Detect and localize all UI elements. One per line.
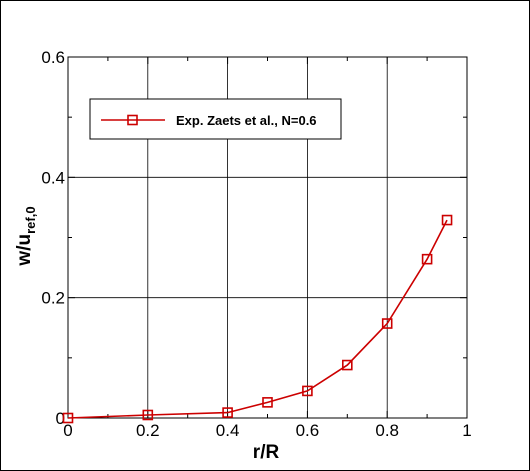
- x-tick-label: 0.4: [216, 421, 240, 440]
- data-point-marker: [341, 359, 353, 371]
- legend-box: [89, 98, 342, 140]
- data-point-marker: [421, 253, 433, 265]
- x-tick-label: 0: [63, 421, 72, 440]
- data-point-marker: [142, 409, 154, 421]
- y-axis-title: w/uref,0: [14, 206, 38, 266]
- legend-label: Exp. Zaets et al., N=0.6: [176, 113, 317, 128]
- data-point-marker: [262, 397, 273, 408]
- y-tick-label: 0.2: [41, 289, 65, 308]
- data-point-marker: [302, 385, 313, 397]
- axis-ticks: 0 0.2 0.4 0.6 0.8 1 0 0.2 0.4 0.6: [41, 48, 471, 440]
- series-layer: [62, 214, 453, 424]
- series-line: [67, 219, 448, 419]
- x-tick-label: 0.6: [296, 421, 320, 440]
- x-axis-title: r/R: [253, 442, 280, 463]
- x-tick-label: 0.8: [375, 421, 399, 440]
- y-axis-title-main: w/u: [14, 234, 35, 267]
- y-tick-label: 0.6: [41, 48, 65, 67]
- y-tick-label: 0: [56, 409, 65, 428]
- legend: Exp. Zaets et al., N=0.6: [89, 98, 342, 140]
- data-point-marker: [222, 407, 233, 418]
- y-tick-label: 0.4: [41, 168, 65, 187]
- data-point-marker: [381, 318, 393, 329]
- y-axis-title-subscript: ref,0: [23, 206, 38, 233]
- x-tick-label: 0.2: [136, 421, 160, 440]
- data-point-marker: [62, 412, 74, 424]
- legend-marker-square: [127, 114, 138, 126]
- data-point-marker: [441, 214, 453, 226]
- x-tick-label: 1: [462, 421, 471, 440]
